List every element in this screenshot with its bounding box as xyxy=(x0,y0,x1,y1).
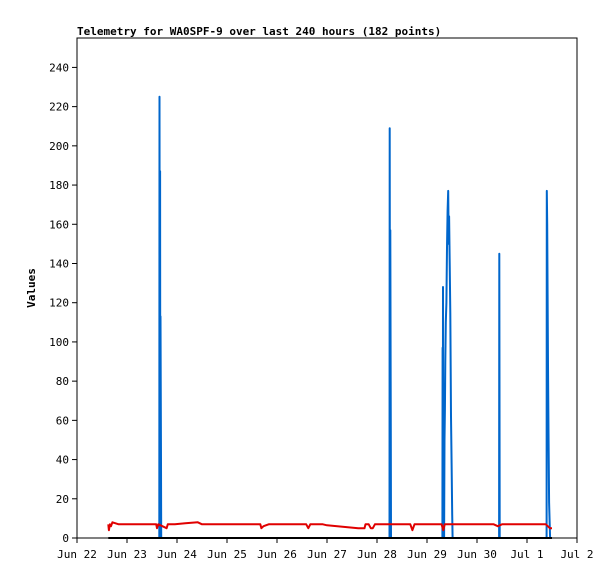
chart-title: Telemetry for WA0SPF-9 over last 240 hou… xyxy=(77,25,441,38)
x-tick-label: Jun 23 xyxy=(107,548,147,561)
x-tick-label: Jun 25 xyxy=(207,548,247,561)
y-tick-label: 80 xyxy=(56,375,69,388)
x-tick-label: Jul 2 xyxy=(560,548,593,561)
x-tick-label: Jun 26 xyxy=(257,548,297,561)
y-tick-label: 60 xyxy=(56,414,69,427)
x-tick-label: Jun 28 xyxy=(357,548,397,561)
y-tick-label: 220 xyxy=(49,101,69,114)
y-tick-label: 180 xyxy=(49,179,69,192)
y-tick-label: 140 xyxy=(49,257,69,270)
y-tick-label: 160 xyxy=(49,218,69,231)
y-tick-label: 0 xyxy=(62,532,69,545)
y-axis-label: Values xyxy=(25,268,38,308)
x-tick-label: Jul 1 xyxy=(510,548,543,561)
x-tick-label: Jun 29 xyxy=(407,548,447,561)
y-tick-label: 100 xyxy=(49,336,69,349)
y-tick-label: 120 xyxy=(49,297,69,310)
y-tick-label: 200 xyxy=(49,140,69,153)
series-line-2 xyxy=(107,521,552,532)
x-tick-label: Jun 22 xyxy=(57,548,97,561)
y-tick-label: 40 xyxy=(56,454,69,467)
x-tick-label: Jun 24 xyxy=(157,548,197,561)
plot-frame xyxy=(76,37,578,539)
x-axis: Jun 22 Jun 23 Jun 24 Jun 25 Jun 26 Jun 27 Jun … xyxy=(57,538,594,561)
y-tick-label: 20 xyxy=(56,493,69,506)
x-tick-label: Jun 27 xyxy=(307,548,347,561)
series-layer xyxy=(107,95,552,539)
x-tick-label: Jun 30 xyxy=(457,548,497,561)
y-axis: 0 20 40 60 80 100 120 140 160 180 200 220 240 xyxy=(49,61,77,545)
y-tick-label: 240 xyxy=(49,61,69,74)
